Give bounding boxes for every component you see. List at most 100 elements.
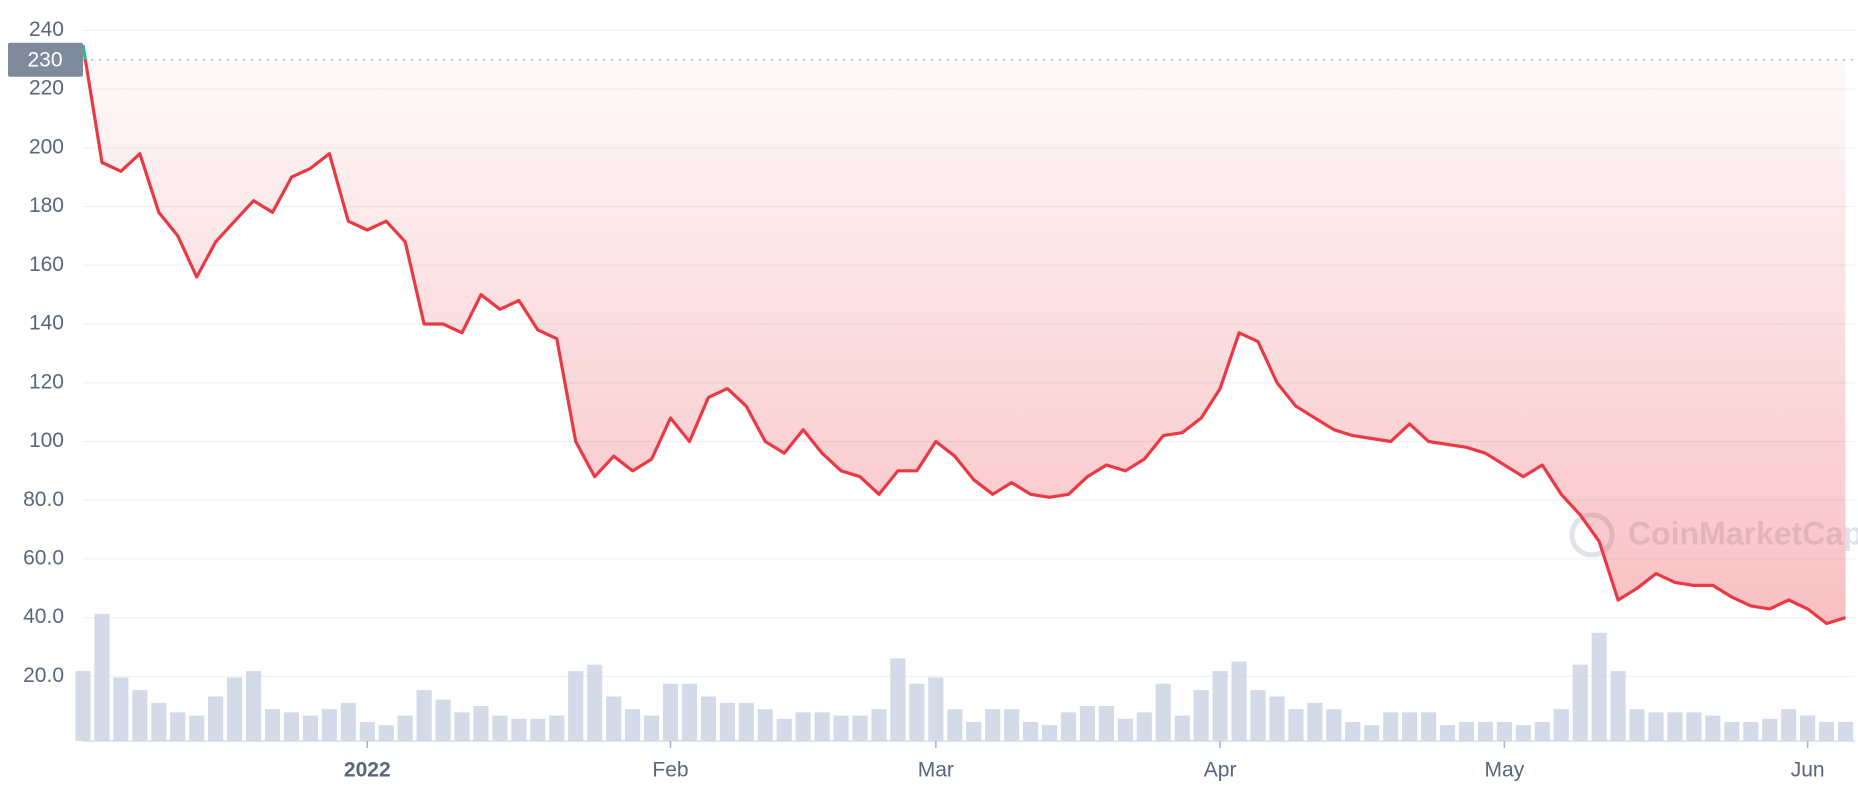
volume-bar <box>1345 721 1361 741</box>
volume-bar <box>435 699 451 741</box>
volume-bar <box>1818 721 1835 741</box>
volume-bar <box>378 725 394 741</box>
volume-bar <box>227 677 243 741</box>
volume-bar <box>397 715 413 741</box>
volume-bar <box>1364 725 1380 741</box>
y-tick-label: 80.0 <box>23 488 64 511</box>
y-tick-label: 100 <box>29 429 64 452</box>
volume-bar <box>1724 721 1740 741</box>
volume-bar <box>833 715 849 741</box>
volume-bar <box>1421 712 1437 741</box>
volume-bar <box>1705 715 1721 741</box>
volume-bar <box>492 715 508 741</box>
volume-bar <box>302 715 319 741</box>
volume-bar <box>1098 706 1114 741</box>
y-tick-label: 220 <box>29 77 64 100</box>
volume-bar <box>511 718 527 741</box>
volume-bar <box>1439 725 1456 741</box>
volume-bar <box>1155 683 1171 741</box>
volume-bar <box>795 712 811 741</box>
volume-bar <box>1193 690 1209 741</box>
y-tick-label: 140 <box>29 312 64 335</box>
reference-label: 230 <box>27 48 62 71</box>
volume-bar <box>1079 706 1096 741</box>
volume-bar <box>113 677 129 741</box>
volume-bar <box>454 712 470 741</box>
y-tick-label: 240 <box>29 18 64 41</box>
volume-bar <box>890 658 906 741</box>
price-line <box>81 44 1846 626</box>
volume-bar <box>909 683 925 741</box>
volume-bar <box>1800 715 1816 741</box>
x-tick-label: Mar <box>918 759 954 782</box>
volume-bar <box>1383 712 1399 741</box>
volume-bar <box>568 671 584 741</box>
volume-bar <box>245 671 262 741</box>
volume-bar <box>549 715 565 741</box>
volume-bar <box>1288 709 1304 741</box>
volume-bar <box>473 706 489 741</box>
volume-bar <box>1610 671 1626 741</box>
volume-bar <box>264 709 281 741</box>
y-tick-label: 180 <box>29 194 64 217</box>
volume-bar <box>814 712 830 741</box>
volume-bar <box>321 709 337 741</box>
x-tick-label: Apr <box>1204 759 1237 782</box>
volume-bar <box>359 721 375 741</box>
volume-bar <box>1572 664 1588 741</box>
y-tick-label: 160 <box>29 253 64 276</box>
volume-bar <box>416 690 432 741</box>
volume-bar <box>1496 721 1512 741</box>
x-tick-label: Jun <box>1791 759 1825 782</box>
y-tick-label: 120 <box>29 370 64 393</box>
volume-bar <box>928 677 944 741</box>
volume-bar <box>1477 721 1494 741</box>
volume-bar <box>757 709 773 741</box>
volume-bar <box>132 690 148 741</box>
volume-bar <box>340 702 356 741</box>
volume-bar <box>75 671 91 741</box>
volume-bar <box>1743 721 1759 741</box>
y-tick-label: 20.0 <box>23 664 64 687</box>
volume-bar <box>852 715 868 741</box>
volume-bar <box>871 709 887 741</box>
x-tick-label: Feb <box>652 759 688 782</box>
price-area <box>83 45 1846 624</box>
volume-bar <box>1762 718 1778 741</box>
y-tick-label: 60.0 <box>23 546 64 569</box>
y-tick-label: 40.0 <box>23 605 64 628</box>
volume-bar <box>1023 721 1039 741</box>
volume-bar <box>189 715 205 741</box>
volume-bar <box>283 712 300 741</box>
volume-bar <box>966 721 982 741</box>
volume-bar <box>1041 725 1058 741</box>
volume-bar <box>643 715 660 741</box>
volume-bar <box>1686 712 1702 741</box>
volume-bar <box>719 702 735 741</box>
volume-bar <box>662 683 679 741</box>
volume-bar <box>1837 721 1854 741</box>
volume-bar <box>1534 721 1550 741</box>
volume-bar <box>738 702 754 741</box>
volume-bar <box>1269 696 1285 741</box>
volume-bar <box>985 709 1001 741</box>
volume-bar <box>1781 709 1797 741</box>
x-tick-label: 2022 <box>344 759 391 782</box>
volume-bar <box>1307 702 1323 741</box>
volume-bar <box>606 696 622 741</box>
volume-bar <box>1212 671 1228 741</box>
volume-bar <box>1402 712 1418 741</box>
volume-bar <box>587 664 603 741</box>
volume-bar <box>1250 690 1266 741</box>
volume-bar <box>1117 718 1133 741</box>
volume-bar <box>1629 709 1645 741</box>
volume-bar <box>1667 712 1683 741</box>
volume-bar <box>94 613 110 741</box>
volume-bar <box>1060 712 1077 741</box>
volume-bar <box>151 702 167 741</box>
volume-bar <box>1231 661 1247 741</box>
volume-bar <box>530 718 546 741</box>
volume-bar <box>1458 721 1475 741</box>
